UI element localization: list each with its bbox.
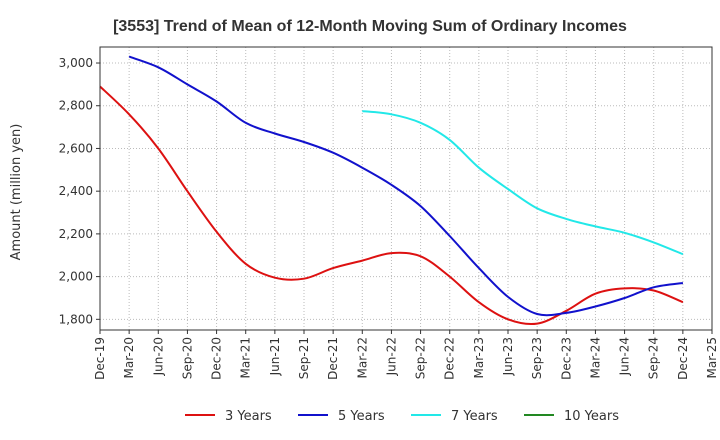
x-tick-label: Dec-22 xyxy=(443,337,457,380)
x-tick-label: Dec-20 xyxy=(210,337,224,380)
x-tick-label: Jun-22 xyxy=(384,337,398,376)
legend-label-10-years: 10 Years xyxy=(564,409,619,424)
x-tick-label: Dec-21 xyxy=(326,337,340,380)
x-tick-label: Jun-24 xyxy=(618,337,632,376)
x-tick-label: Mar-22 xyxy=(355,337,369,378)
series-line-3-years xyxy=(99,85,684,326)
x-tick-label: Mar-25 xyxy=(705,337,719,378)
y-tick-label: 2,000 xyxy=(59,270,93,284)
x-tick-label: Dec-24 xyxy=(676,337,690,380)
axes xyxy=(99,46,713,331)
legend-label-5-years: 5 Years xyxy=(338,409,385,424)
x-tick-label: Jun-23 xyxy=(501,337,515,376)
y-tick-labels: 1,800 2,000 2,200 2,400 2,600 2,800 3,000 xyxy=(59,56,100,326)
y-tick-label: 1,800 xyxy=(59,312,93,326)
series-line-5-years xyxy=(128,55,684,317)
plot-background xyxy=(100,47,712,330)
x-tick-label: Dec-23 xyxy=(559,337,573,380)
legend-label-7-years: 7 Years xyxy=(451,409,498,424)
x-tick-label: Sep-24 xyxy=(647,337,661,379)
y-tick-label: 3,000 xyxy=(59,56,93,70)
series-line-7-years xyxy=(362,110,684,256)
y-tick-label: 2,400 xyxy=(59,184,93,198)
y-tick-label: 2,200 xyxy=(59,227,93,241)
x-tick-label: Dec-19 xyxy=(93,337,107,380)
legend-label-3-years: 3 Years xyxy=(225,409,272,424)
grid xyxy=(99,47,713,330)
plot-area xyxy=(100,47,712,330)
x-tick-label: Sep-22 xyxy=(414,337,428,379)
x-tick-label: Sep-21 xyxy=(297,337,311,379)
x-tick-label: Jun-21 xyxy=(268,337,282,376)
x-tick-label: Mar-23 xyxy=(472,337,486,378)
series-lines xyxy=(99,55,684,326)
y-axis-label: Amount (million yen) xyxy=(9,124,24,261)
x-tick-label: Jun-20 xyxy=(151,337,165,376)
x-tick-label: Mar-20 xyxy=(122,337,136,378)
y-tick-label: 2,800 xyxy=(59,99,93,113)
axes-frame xyxy=(99,46,713,331)
x-tick-label: Mar-21 xyxy=(239,337,253,378)
x-tick-label: Sep-20 xyxy=(180,337,194,379)
y-tick-label: 2,600 xyxy=(59,141,93,155)
chart-title: [3553] Trend of Mean of 12-Month Moving … xyxy=(113,18,627,35)
x-tick-label: Mar-24 xyxy=(588,337,602,378)
x-tick-labels: Dec-19 Mar-20 Jun-20 Sep-20 Dec-20 Mar-21 Jun-… xyxy=(93,330,719,380)
legend: 3 Years 5 Years 7 Years 10 Years xyxy=(185,409,619,424)
x-tick-label: Sep-23 xyxy=(530,337,544,379)
